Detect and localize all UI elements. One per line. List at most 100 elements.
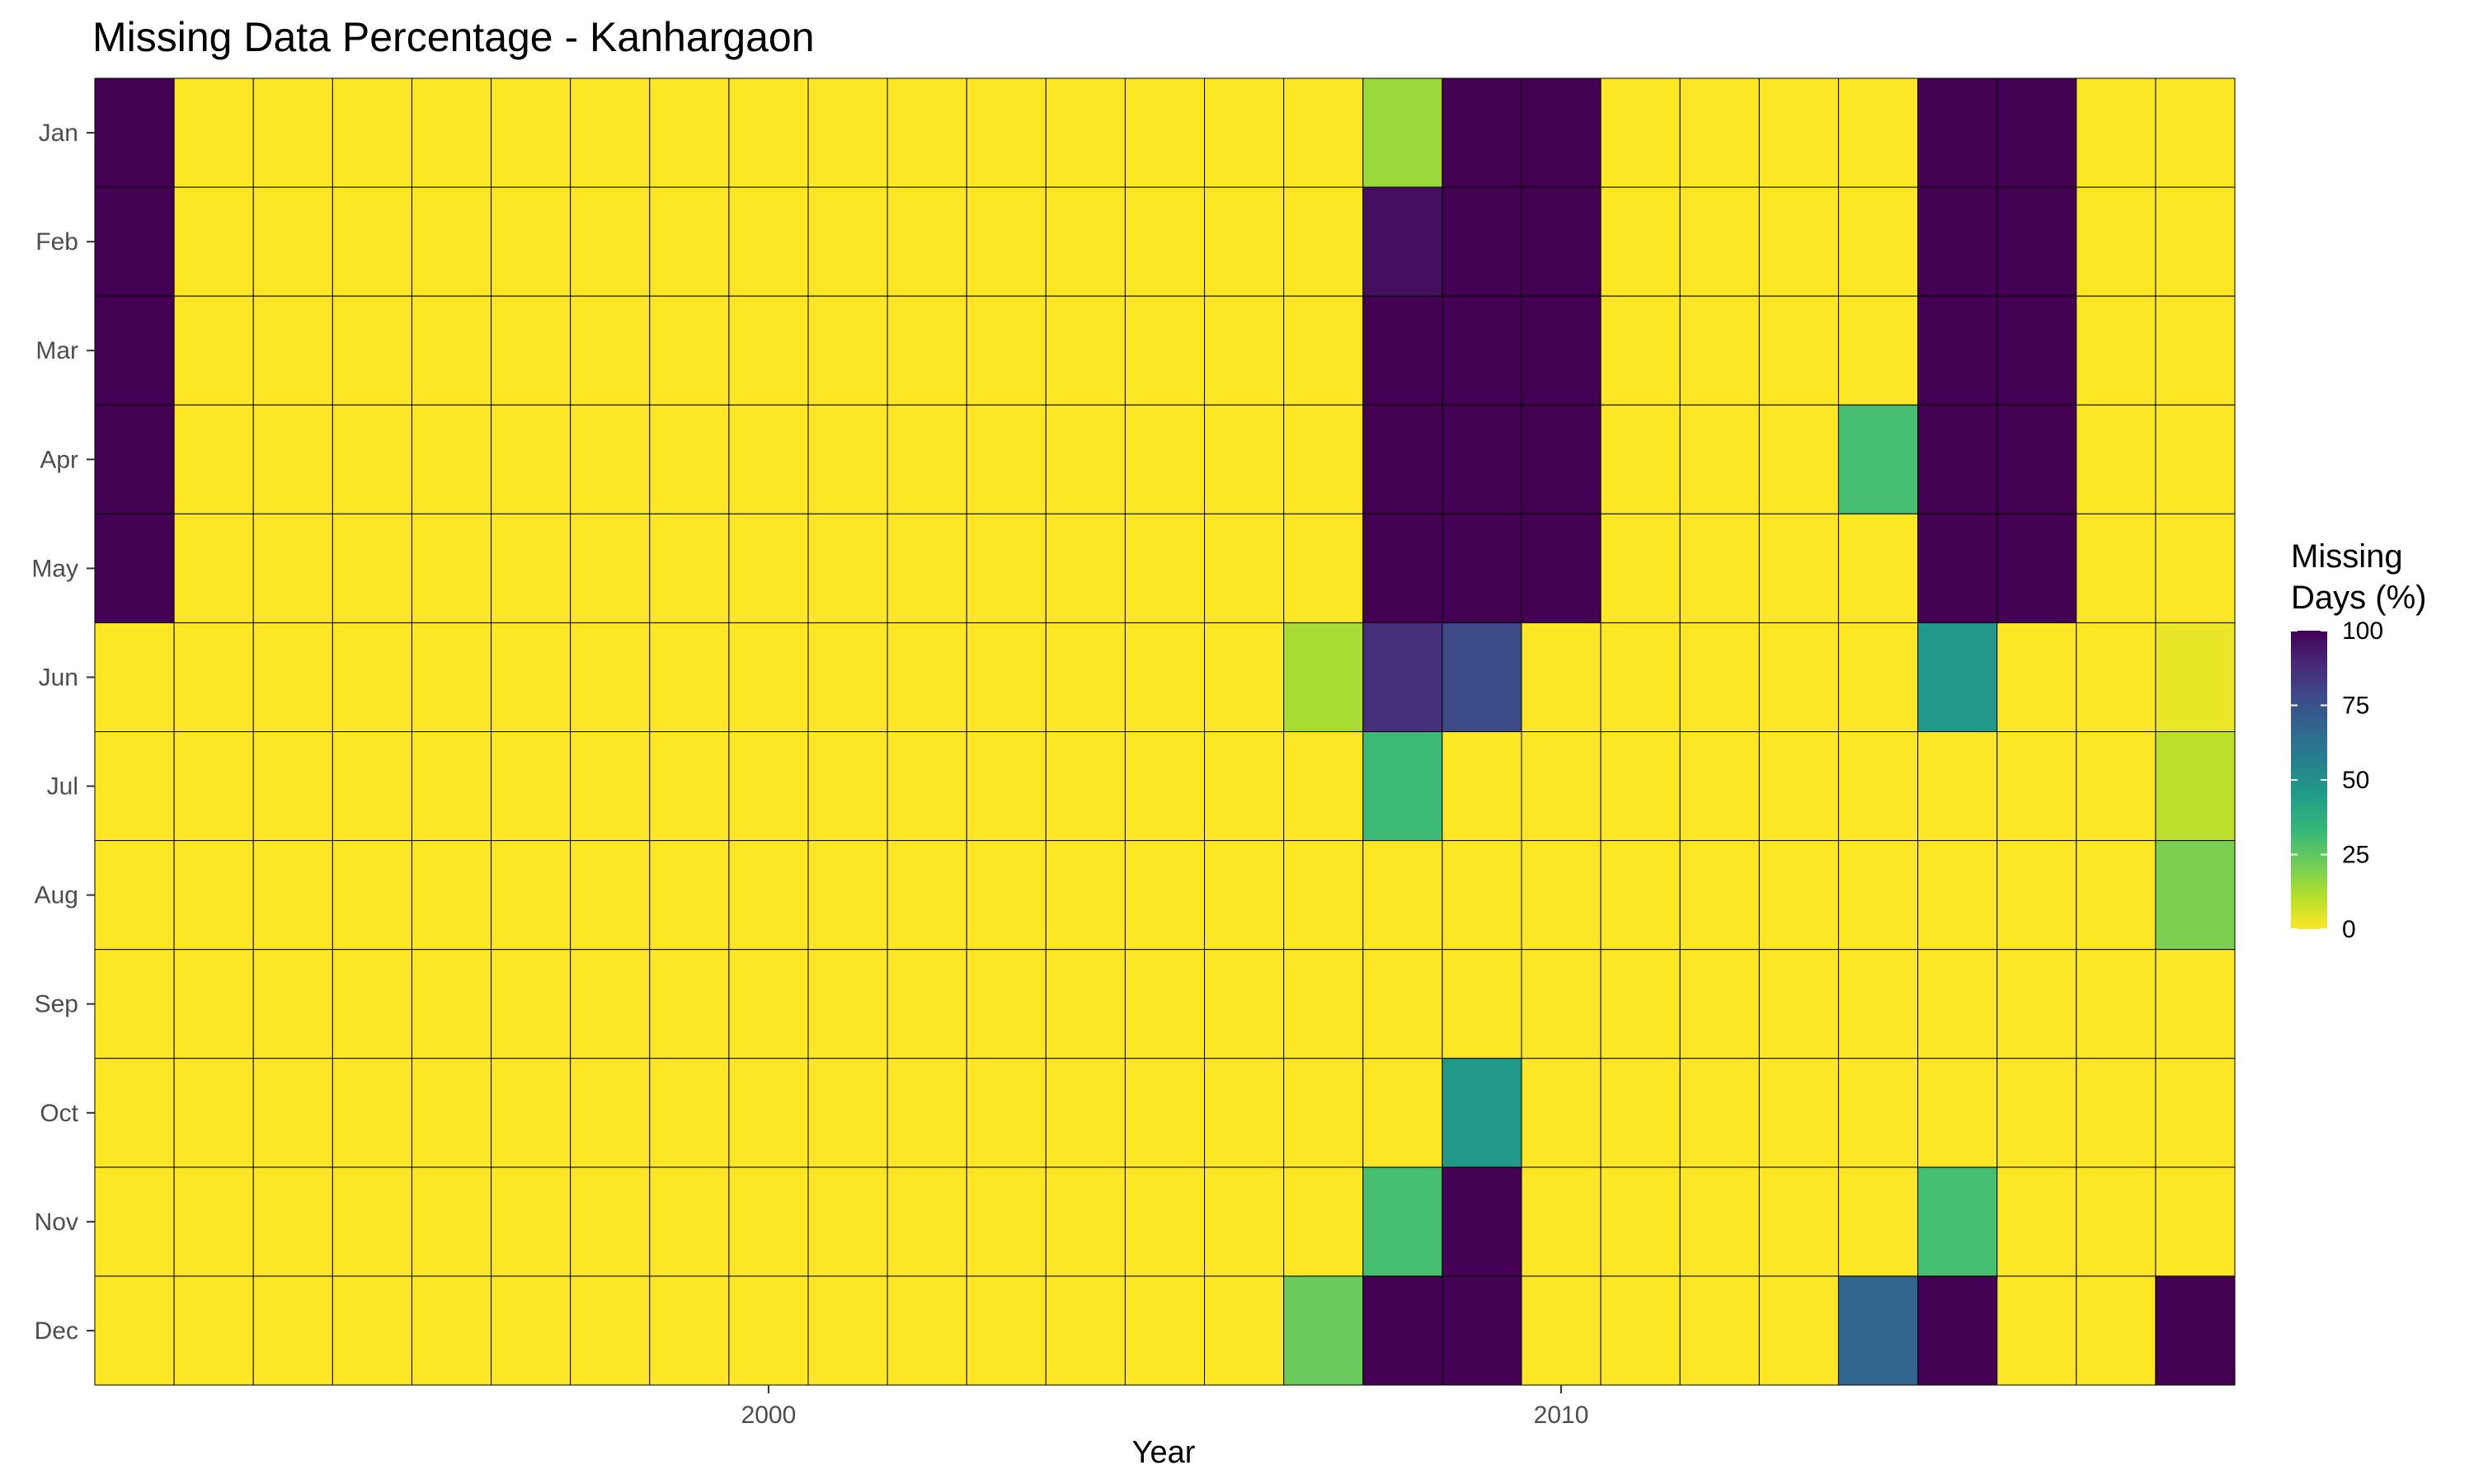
heatmap-cell-nov-2016	[1997, 1167, 2077, 1277]
heatmap-cell-feb-2004	[1045, 186, 1126, 297]
heatmap-cell-aug-1998	[570, 840, 651, 951]
heatmap-cell-dec-2007	[1283, 1275, 1364, 1386]
heatmap-cell-jan-1995	[332, 77, 412, 188]
x-tick-label-2000: 2000	[741, 1402, 797, 1429]
heatmap-cell-sep-2012	[1679, 949, 1760, 1059]
heatmap-cell-nov-2008	[1362, 1167, 1443, 1277]
y-tick-labels: Jan Feb Mar Apr May Jun Jul Aug Sep Oct Nov Dec	[31, 120, 95, 1345]
heatmap-cell-nov-2014	[1837, 1167, 1919, 1277]
heatmap-cell-feb-1993	[173, 186, 254, 297]
heatmap-cell-may-2009	[1442, 513, 1522, 623]
heatmap-cell-sep-2004	[1045, 949, 1126, 1059]
heatmap-cell-aug-2009	[1442, 840, 1522, 951]
y-tick-label-jan: Jan	[39, 120, 78, 147]
heatmap-cell-sep-2016	[1997, 949, 2077, 1059]
heatmap-cell-jun-2009	[1442, 622, 1522, 732]
heatmap-cell-feb-2012	[1679, 186, 1760, 297]
heatmap-cell-jun-2016	[1997, 622, 2077, 732]
heatmap-cell-jan-1994	[252, 77, 333, 188]
heatmap-cell-dec-1993	[173, 1275, 254, 1386]
heatmap-cell-oct-2018	[2155, 1058, 2236, 1168]
heatmap-cell-jun-1993	[173, 622, 254, 732]
heatmap-cell-dec-2017	[2076, 1275, 2157, 1386]
heatmap-cell-feb-2018	[2155, 186, 2236, 297]
heatmap-cell-mar-1992	[94, 295, 175, 406]
heatmap-cell-jan-2004	[1045, 77, 1126, 188]
heatmap-cell-sep-2000	[728, 949, 809, 1059]
heatmap-cell-oct-1995	[332, 1058, 412, 1168]
heatmap-cell-apr-2015	[1917, 404, 1998, 514]
heatmap-cell-jul-1998	[570, 731, 651, 842]
heatmap-cell-jun-2013	[1758, 622, 1839, 732]
heatmap-cell-jun-2007	[1283, 622, 1364, 732]
heatmap-cell-dec-1994	[252, 1275, 333, 1386]
heatmap-cell-jan-2007	[1283, 77, 1364, 188]
heatmap-cell-jul-2000	[728, 731, 809, 842]
heatmap-cell-apr-2013	[1758, 404, 1839, 514]
heatmap-cell-sep-2002	[887, 949, 967, 1059]
heatmap-cell-sep-1998	[570, 949, 651, 1059]
heatmap-cell-oct-2006	[1204, 1058, 1285, 1168]
heatmap-cell-may-2013	[1758, 513, 1839, 623]
heatmap-cell-sep-2014	[1837, 949, 1919, 1059]
heatmap-cell-dec-2004	[1045, 1275, 1126, 1386]
heatmap-cell-aug-1999	[649, 840, 730, 951]
legend-ticks: 0 25 50 75 100	[2291, 618, 2383, 943]
heatmap-cell-apr-1997	[491, 404, 571, 514]
heatmap-cell-sep-2006	[1204, 949, 1285, 1059]
heatmap-cell-feb-2008	[1362, 186, 1443, 297]
heatmap-cell-oct-2005	[1124, 1058, 1206, 1168]
heatmap-cell-oct-1992	[94, 1058, 175, 1168]
heatmap-cell-jan-2014	[1837, 77, 1919, 188]
heatmap-cell-jul-1992	[94, 731, 175, 842]
heatmap-cell-jul-1997	[491, 731, 571, 842]
heatmap-cell-sep-2011	[1600, 949, 1681, 1059]
heatmap-cell-nov-1999	[649, 1167, 730, 1277]
heatmap-cell-jun-1995	[332, 622, 412, 732]
heatmap-cell-may-2002	[887, 513, 967, 623]
heatmap-cell-oct-1999	[649, 1058, 730, 1168]
heatmap-cell-oct-2015	[1917, 1058, 1998, 1168]
heatmap-cell-aug-2006	[1204, 840, 1285, 951]
heatmap-cell-aug-2013	[1758, 840, 1839, 951]
heatmap-cell-jul-2008	[1362, 731, 1443, 842]
heatmap-cell-apr-2001	[807, 404, 888, 514]
heatmap-cell-jan-2005	[1124, 77, 1206, 188]
heatmap-cell-jun-2005	[1124, 622, 1206, 732]
heatmap-cell-dec-2006	[1204, 1275, 1285, 1386]
heatmap-cell-may-1994	[252, 513, 333, 623]
heatmap-cell-mar-2007	[1283, 295, 1364, 406]
heatmap-cell-mar-2015	[1917, 295, 1998, 406]
heatmap-cell-may-1995	[332, 513, 412, 623]
heatmap-cell-jul-2016	[1997, 731, 2077, 842]
heatmap-cell-apr-2005	[1124, 404, 1206, 514]
heatmap-cell-jul-2013	[1758, 731, 1839, 842]
heatmap-cell-aug-2011	[1600, 840, 1681, 951]
heatmap-cell-sep-1999	[649, 949, 730, 1059]
heatmap-cell-apr-2012	[1679, 404, 1760, 514]
heatmap-cell-dec-2011	[1600, 1275, 1681, 1386]
heatmap-cell-mar-2005	[1124, 295, 1206, 406]
heatmap-cell-may-2018	[2155, 513, 2236, 623]
heatmap-cell-apr-1993	[173, 404, 254, 514]
y-tick-label-sep: Sep	[35, 991, 78, 1018]
heatmap-cell-dec-2018	[2155, 1275, 2236, 1386]
heatmap-cell-jun-1992	[94, 622, 175, 732]
heatmap-cell-feb-2005	[1124, 186, 1206, 297]
heatmap-cell-jul-2010	[1521, 731, 1602, 842]
heatmap-cell-jan-1997	[491, 77, 571, 188]
heatmap-cell-oct-2011	[1600, 1058, 1681, 1168]
heatmap-cell-nov-1998	[570, 1167, 651, 1277]
heatmap-cell-may-2016	[1997, 513, 2077, 623]
heatmap-cell-feb-2015	[1917, 186, 1998, 297]
heatmap-cell-jan-2015	[1917, 77, 1998, 188]
heatmap-cell-jan-2001	[807, 77, 888, 188]
heatmap-cell-jun-2004	[1045, 622, 1126, 732]
heatmap-cell-mar-2010	[1521, 295, 1602, 406]
heatmap-cell-may-2014	[1837, 513, 1919, 623]
heatmap-cell-may-2001	[807, 513, 888, 623]
heatmap-cell-aug-2008	[1362, 840, 1443, 951]
heatmap-cell-oct-2008	[1362, 1058, 1443, 1168]
heatmap-cell-jan-2008	[1362, 77, 1443, 188]
heatmap-cell-sep-1994	[252, 949, 333, 1059]
